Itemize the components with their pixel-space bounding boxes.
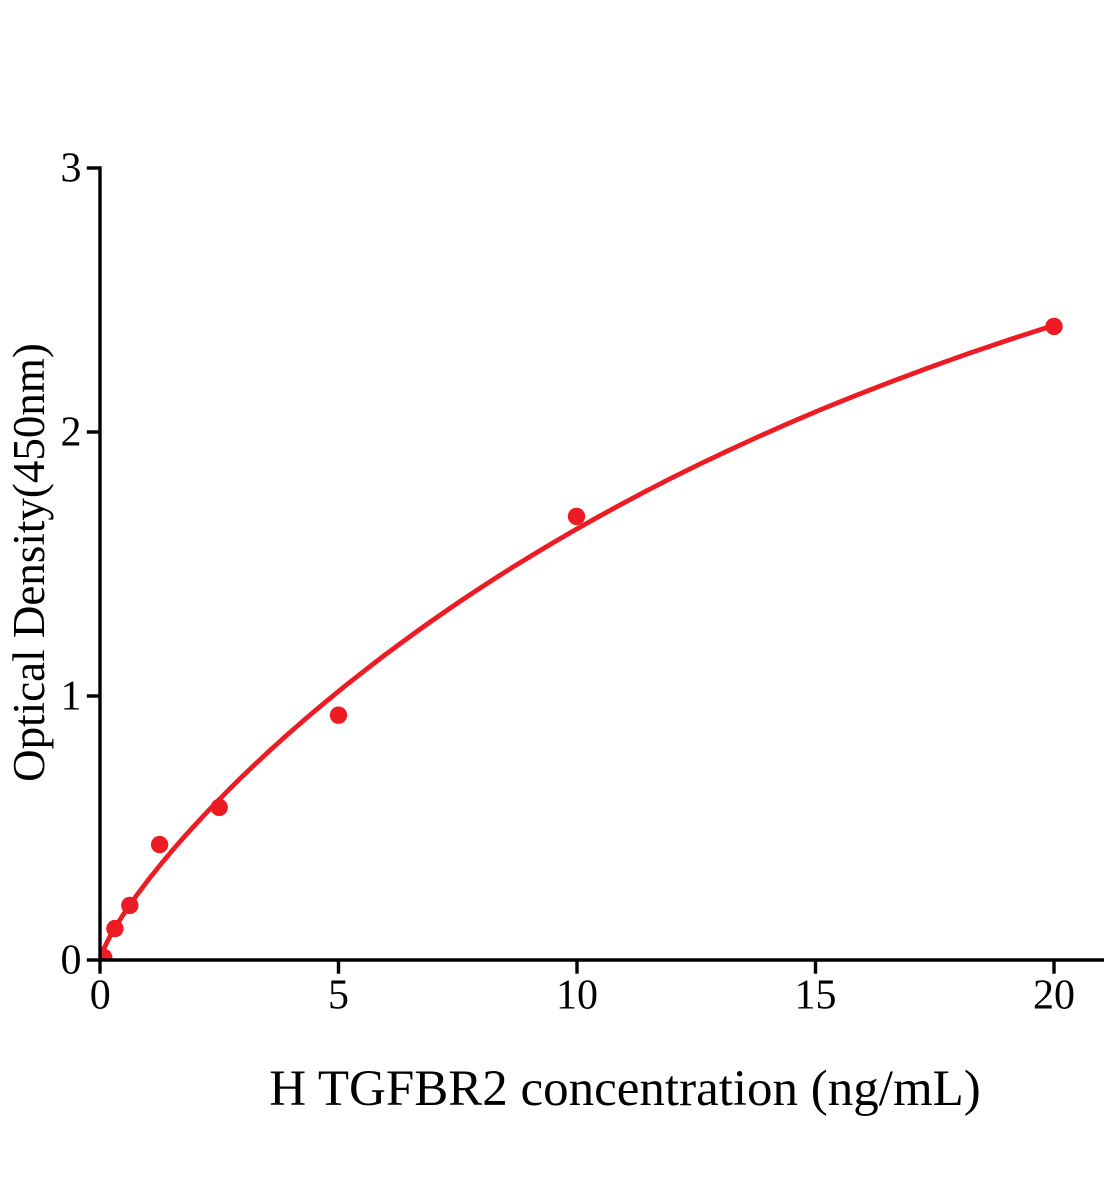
svg-text:1: 1 bbox=[61, 674, 82, 720]
svg-text:3: 3 bbox=[61, 146, 82, 192]
svg-text:Optical Density(450nm): Optical Density(450nm) bbox=[4, 343, 54, 782]
svg-text:10: 10 bbox=[556, 973, 598, 1019]
svg-text:20: 20 bbox=[1033, 973, 1075, 1019]
svg-text:H TGFBR2 concentration (ng/mL): H TGFBR2 concentration (ng/mL) bbox=[269, 1061, 981, 1117]
svg-text:2: 2 bbox=[61, 410, 82, 456]
svg-text:0: 0 bbox=[61, 938, 82, 984]
svg-text:0: 0 bbox=[90, 973, 111, 1019]
svg-text:5: 5 bbox=[328, 973, 349, 1019]
svg-text:15: 15 bbox=[795, 973, 837, 1019]
